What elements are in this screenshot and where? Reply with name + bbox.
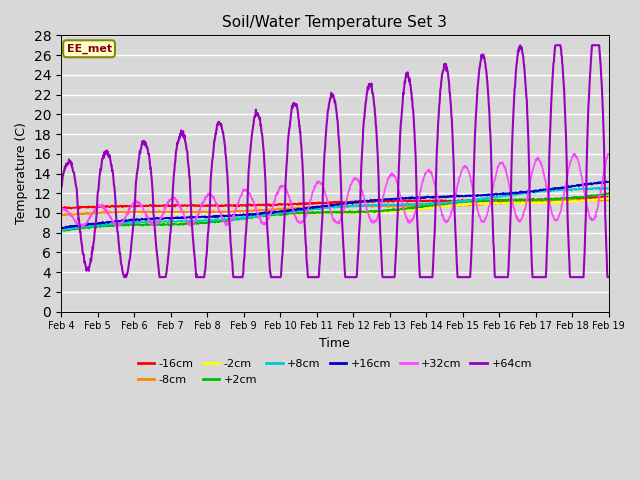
+16cm (492, 192, 499, 197)
+2cm (57, 227, 65, 233)
-8cm (166, 209, 173, 215)
+8cm (166, 218, 173, 224)
+16cm (166, 215, 173, 221)
-2cm (492, 200, 499, 206)
+8cm (59, 227, 67, 233)
Line: +32cm: +32cm (61, 154, 609, 227)
-8cm (578, 196, 586, 202)
+64cm (420, 274, 428, 280)
Legend: -16cm, -8cm, -2cm, +2cm, +8cm, +16cm, +32cm, +64cm: -16cm, -8cm, -2cm, +2cm, +8cm, +16cm, +3… (133, 355, 536, 389)
+16cm (57, 225, 65, 230)
Y-axis label: Temperature (C): Temperature (C) (15, 122, 28, 225)
Line: +2cm: +2cm (61, 193, 609, 231)
-8cm (540, 197, 548, 203)
+32cm (179, 210, 187, 216)
-2cm (241, 216, 248, 221)
+32cm (605, 151, 612, 157)
+16cm (179, 215, 187, 220)
-16cm (540, 196, 548, 202)
-16cm (605, 195, 612, 201)
-2cm (605, 195, 612, 201)
+32cm (570, 151, 578, 156)
-8cm (605, 197, 612, 203)
+32cm (166, 198, 173, 204)
-8cm (492, 201, 499, 207)
-2cm (602, 195, 610, 201)
Line: +16cm: +16cm (61, 181, 609, 228)
+64cm (492, 274, 499, 280)
+8cm (540, 189, 548, 194)
+8cm (241, 215, 248, 220)
-8cm (179, 208, 187, 214)
-16cm (58, 206, 66, 212)
-2cm (420, 206, 428, 212)
Line: +8cm: +8cm (61, 188, 609, 230)
+16cm (241, 212, 248, 217)
+2cm (241, 216, 248, 222)
Line: -16cm: -16cm (61, 197, 609, 209)
+64cm (179, 128, 187, 134)
Line: -2cm: -2cm (61, 198, 609, 228)
+2cm (179, 222, 187, 228)
-8cm (57, 212, 65, 218)
+32cm (241, 187, 248, 193)
+16cm (540, 187, 548, 192)
Text: EE_met: EE_met (67, 44, 111, 54)
X-axis label: Time: Time (319, 337, 350, 350)
+8cm (57, 227, 65, 233)
-2cm (179, 220, 187, 226)
+16cm (59, 225, 67, 231)
Title: Soil/Water Temperature Set 3: Soil/Water Temperature Set 3 (222, 15, 447, 30)
-16cm (179, 203, 187, 209)
+8cm (179, 218, 187, 224)
+2cm (605, 190, 612, 196)
-2cm (57, 225, 65, 230)
-16cm (241, 203, 248, 208)
+64cm (552, 42, 559, 48)
-16cm (602, 194, 609, 200)
+64cm (605, 274, 612, 280)
-16cm (492, 197, 499, 203)
-2cm (166, 219, 173, 225)
+16cm (420, 195, 428, 201)
+8cm (595, 185, 603, 191)
+2cm (420, 204, 428, 210)
+8cm (420, 201, 428, 206)
+8cm (605, 186, 612, 192)
+2cm (61, 228, 68, 234)
+64cm (120, 274, 128, 280)
+16cm (602, 179, 610, 184)
-2cm (61, 226, 68, 231)
+64cm (166, 236, 173, 242)
+2cm (166, 222, 173, 228)
-8cm (241, 208, 248, 214)
+2cm (492, 197, 499, 203)
+64cm (57, 187, 65, 192)
+32cm (79, 224, 86, 229)
+2cm (540, 197, 548, 203)
Line: +64cm: +64cm (61, 45, 609, 277)
+64cm (241, 254, 248, 260)
+32cm (57, 207, 65, 213)
-8cm (420, 203, 428, 209)
-16cm (57, 205, 65, 211)
+16cm (605, 179, 612, 185)
-16cm (420, 198, 428, 204)
+8cm (492, 194, 499, 200)
+32cm (492, 173, 499, 179)
-2cm (540, 200, 548, 206)
Line: -8cm: -8cm (61, 199, 609, 216)
-8cm (60, 213, 68, 218)
-16cm (166, 203, 173, 209)
+32cm (540, 171, 548, 177)
+32cm (420, 174, 428, 180)
+64cm (540, 274, 548, 280)
